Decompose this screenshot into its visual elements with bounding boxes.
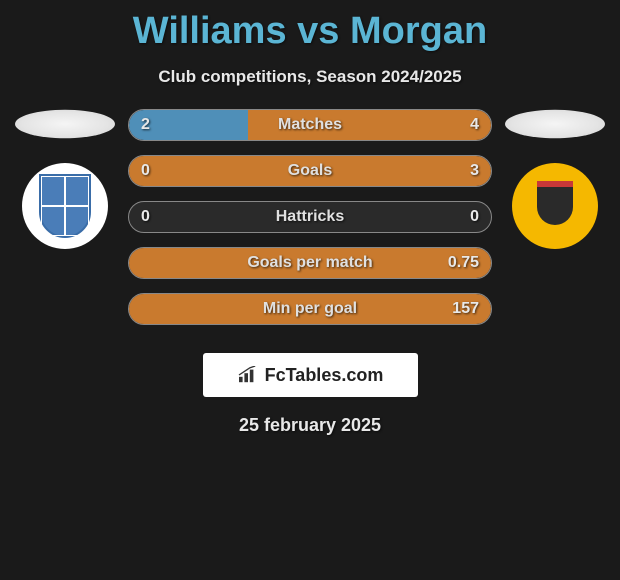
chart-icon — [237, 366, 259, 384]
left-player-photo — [15, 110, 115, 139]
stat-bar: Hattricks0 0 — [128, 201, 492, 233]
left-club-badge — [22, 163, 108, 249]
page-title: Williams vs Morgan — [133, 10, 487, 53]
subtitle: Club competitions, Season 2024/2025 — [158, 67, 461, 87]
brand-text: FcTables.com — [265, 365, 384, 386]
stat-bar: Min per goal157 — [128, 293, 492, 325]
stat-label: Min per goal — [129, 300, 491, 318]
right-club-badge — [512, 163, 598, 249]
stat-label: Goals — [129, 162, 491, 180]
date-line: 25 february 2025 — [239, 415, 381, 436]
stat-bar: Goals0 3 — [128, 155, 492, 187]
right-player-photo — [505, 110, 605, 139]
stat-label: Hattricks — [129, 208, 491, 226]
stat-bar: Matches2 4 — [128, 109, 492, 141]
left-player-col — [8, 109, 122, 249]
stat-value-right: 0 — [470, 208, 479, 226]
stat-value-right: 4 — [470, 116, 479, 134]
stat-bar: Goals per match0.75 — [128, 247, 492, 279]
stat-value-right: 157 — [452, 300, 479, 318]
brand-logo: FcTables.com — [203, 353, 418, 397]
stat-value-left: 2 — [141, 116, 150, 134]
main-row: Matches24Goals03Hattricks00Goals per mat… — [0, 109, 620, 325]
stat-label: Matches — [129, 116, 491, 134]
right-player-col — [498, 109, 612, 249]
stat-value-left: 0 — [141, 208, 150, 226]
stat-value-right: 3 — [470, 162, 479, 180]
stat-value-left: 0 — [141, 162, 150, 180]
shield-icon — [39, 174, 91, 238]
shield-icon — [529, 175, 581, 237]
infographic-container: Williams vs Morgan Club competitions, Se… — [0, 0, 620, 444]
stat-value-right: 0.75 — [448, 254, 479, 272]
stat-label: Goals per match — [129, 254, 491, 272]
stats-column: Matches24Goals03Hattricks00Goals per mat… — [122, 109, 498, 325]
